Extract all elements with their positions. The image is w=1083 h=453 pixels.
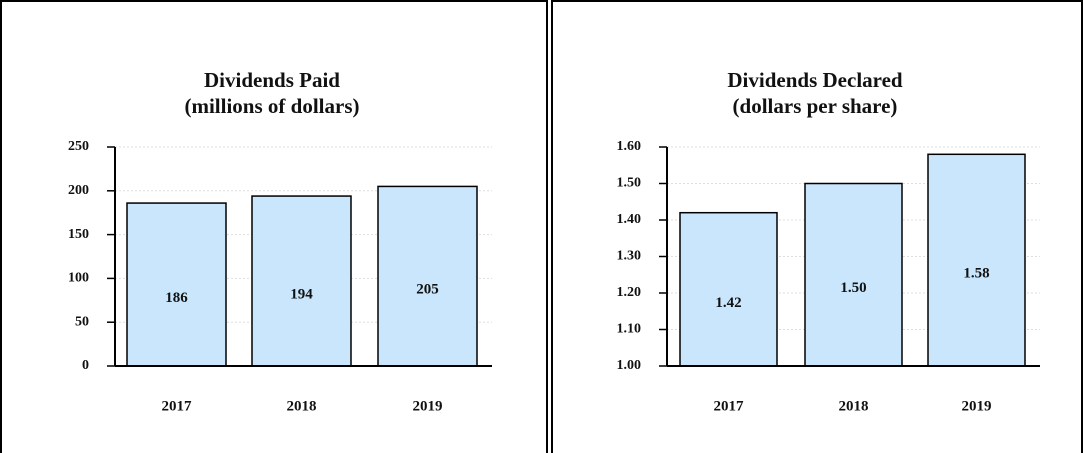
value-label: 186 (165, 290, 188, 306)
bar (927, 153, 1026, 367)
y-tick-label: 1.30 (617, 249, 642, 264)
y-tick-label: 1.10 (617, 322, 642, 337)
y-tick-label: 1.00 (617, 358, 642, 373)
x-tick-label: 2018 (839, 398, 869, 414)
x-tick-label: 2019 (413, 398, 443, 414)
y-tick-label: 1.20 (617, 285, 642, 300)
chart-subtitle: (millions of dollars) (184, 94, 359, 118)
panel-border (0, 0, 548, 453)
x-tick-label: 2018 (287, 398, 317, 414)
chart-title: Dividends Paid (204, 68, 340, 92)
x-tick-label: 2017 (162, 398, 193, 414)
y-tick-label: 150 (68, 227, 89, 242)
bar (251, 195, 352, 367)
y-tick-label: 0 (82, 358, 89, 373)
bar (804, 182, 903, 367)
bar (679, 211, 778, 367)
chart-subtitle: (dollars per share) (733, 94, 898, 118)
y-tick-label: 1.40 (617, 212, 642, 227)
y-tick-label: 1.50 (617, 176, 642, 191)
value-label: 194 (290, 286, 313, 302)
chart-title: Dividends Declared (727, 68, 903, 92)
y-tick-label: 200 (68, 183, 89, 198)
panel-border (551, 0, 1083, 453)
bar (377, 185, 478, 367)
value-label: 1.42 (715, 295, 741, 311)
x-tick-label: 2019 (962, 398, 992, 414)
y-tick-label: 100 (68, 271, 89, 286)
y-tick-label: 50 (75, 314, 89, 329)
x-tick-label: 2017 (714, 398, 745, 414)
value-label: 1.50 (840, 280, 866, 296)
y-tick-label: 1.60 (617, 139, 642, 154)
value-label: 205 (416, 282, 439, 298)
value-label: 1.58 (963, 266, 989, 282)
bar (126, 202, 227, 367)
y-tick-label: 250 (68, 139, 89, 154)
